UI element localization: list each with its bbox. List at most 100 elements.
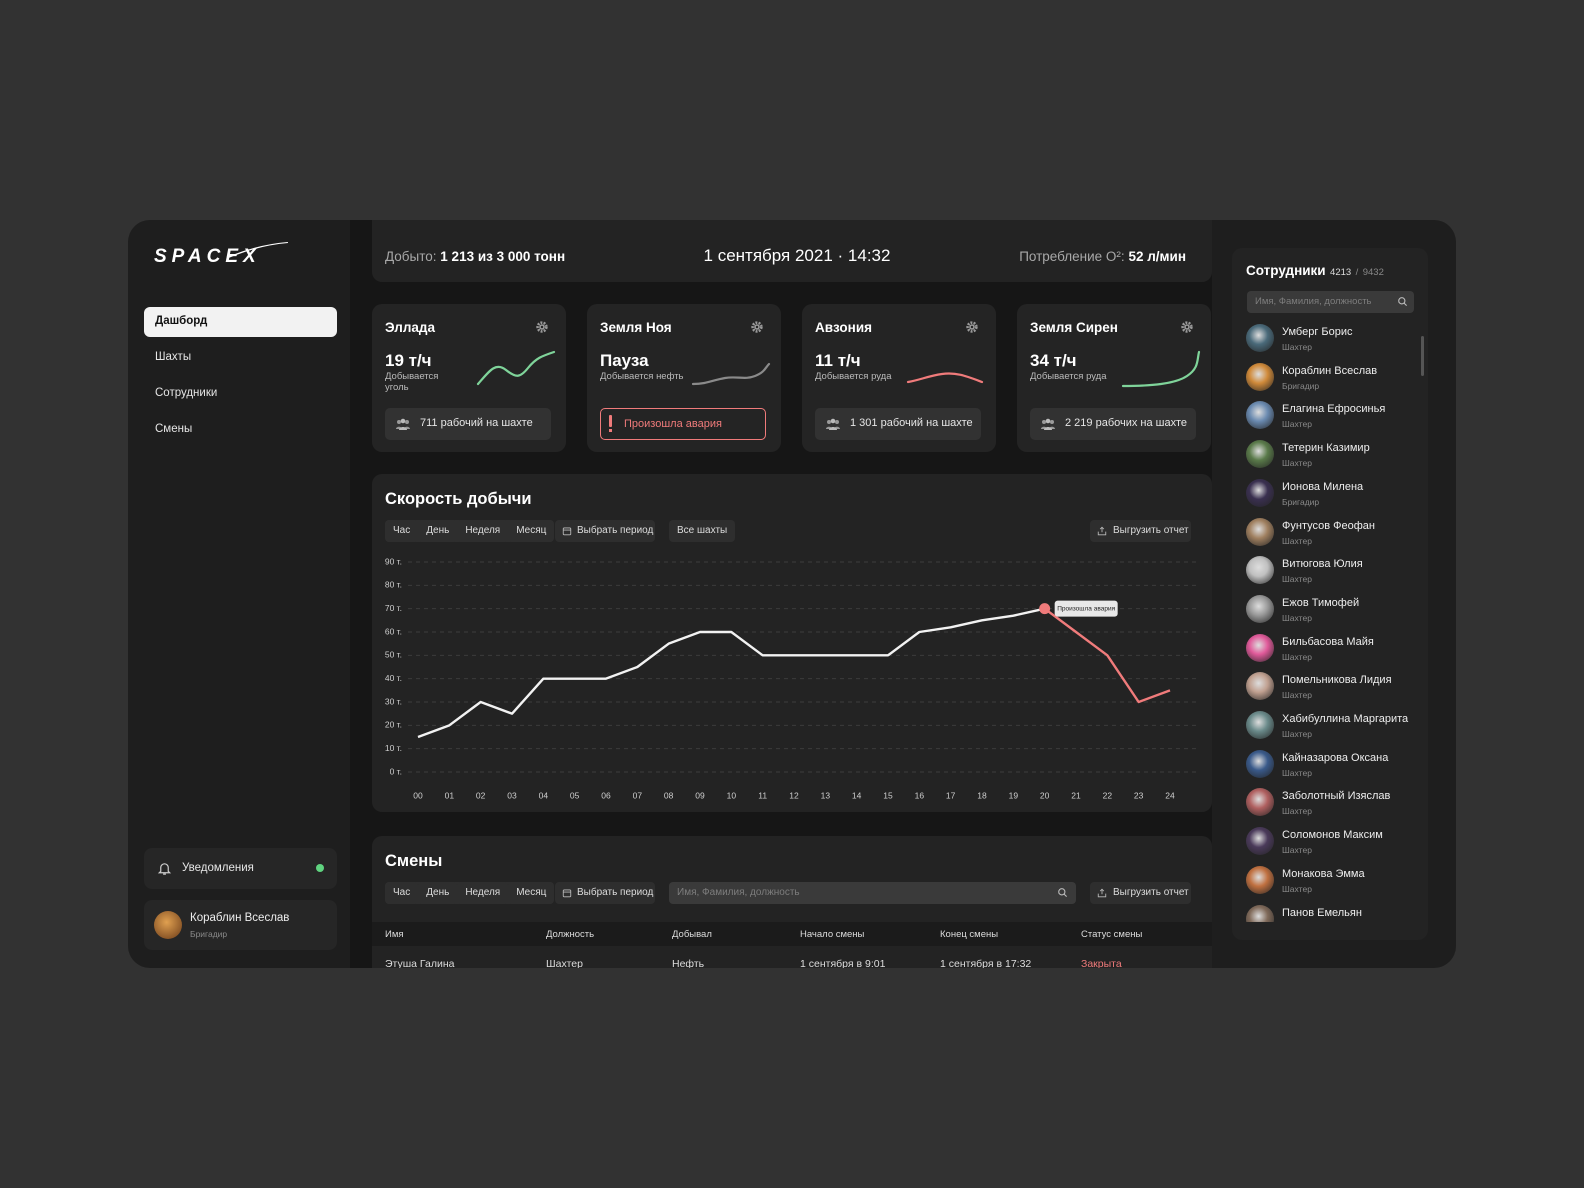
- employee-avatar: [1246, 633, 1274, 662]
- o2: Потребление O²: 52 л/мин: [1019, 249, 1186, 264]
- settings-icon[interactable]: [750, 320, 764, 334]
- y-tick-label: 10 т.: [385, 743, 402, 753]
- mine-name: Эллада: [385, 320, 436, 335]
- table-cell: Нефть: [672, 958, 705, 968]
- employee-row[interactable]: Соломонов Максим Шахтер: [1232, 825, 1417, 859]
- x-tick-label: 23: [1134, 790, 1144, 800]
- employee-avatar: [1246, 711, 1274, 739]
- mine-resource: Добывается руда: [815, 371, 892, 382]
- employee-row[interactable]: Панов ЕмельянШахтер: [1232, 903, 1417, 922]
- x-tick-label: 21: [1071, 790, 1081, 800]
- settings-icon[interactable]: [1180, 320, 1194, 334]
- period-button[interactable]: Месяц: [508, 520, 555, 542]
- x-tick-label: 24: [1165, 790, 1175, 800]
- people-icon: [396, 418, 410, 430]
- mined: Добыто: 1 213 из 3 000 тонн: [385, 249, 565, 264]
- mine-rate: 11 т/ч: [815, 351, 861, 370]
- employee-name: Ионова Милена: [1282, 480, 1364, 493]
- employee-name: Хабибуллина Маргарита: [1282, 713, 1409, 725]
- search-input[interactable]: Имя, Фамилия, должность: [669, 882, 1076, 904]
- x-tick-label: 16: [915, 790, 925, 800]
- user-role: Бригадир: [190, 929, 228, 939]
- all-mines-button[interactable]: Все шахты: [669, 520, 736, 542]
- nav-item[interactable]: Шахты: [144, 343, 337, 373]
- employee-row[interactable]: Ионова Милена Бригадир: [1232, 477, 1417, 511]
- employee-avatar: [1246, 478, 1274, 507]
- mine-resource: Добывается нефть: [600, 371, 684, 382]
- sparkline-path: [476, 350, 556, 386]
- period-button[interactable]: Неделя: [457, 520, 509, 542]
- settings-icon[interactable]: [965, 320, 979, 334]
- pick-period-button[interactable]: Выбрать период: [555, 882, 655, 904]
- period-button[interactable]: День: [418, 882, 458, 904]
- y-tick-label: 70 т.: [385, 603, 402, 613]
- period-switch: Час День Неделя Месяц: [385, 882, 555, 904]
- employee-row[interactable]: Бильбасова Майя Шахтер: [1232, 632, 1417, 666]
- period-button[interactable]: День: [418, 520, 458, 542]
- export-icon: [1097, 526, 1107, 536]
- x-tick-label: 22: [1103, 790, 1113, 800]
- employee-avatar: [1246, 672, 1274, 701]
- employee-row[interactable]: Елагина Ефросинья Шахтер: [1232, 399, 1417, 433]
- workers-box: 2 219 рабочих на шахте: [1030, 408, 1196, 440]
- employee-name: Кайназарова Оксана: [1282, 751, 1389, 764]
- x-tick-label: 13: [821, 790, 831, 800]
- employee-row[interactable]: Умберг Борис Шахтер: [1232, 322, 1417, 356]
- employee-row[interactable]: Витюгова Юлия Шахтер: [1232, 554, 1417, 588]
- y-tick-label: 60 т.: [385, 626, 402, 636]
- export-button[interactable]: Выгрузить отчет: [1090, 882, 1191, 904]
- employee-name: Бильбасова Майя: [1282, 635, 1374, 648]
- employee-row[interactable]: Заболотный Изяслав Шахтер: [1232, 786, 1417, 820]
- employee-row[interactable]: Тетерин Казимир Шахтер: [1232, 438, 1417, 472]
- employee-row[interactable]: Помельникова Лидия Шахтер: [1232, 670, 1417, 704]
- employee-name: Заболотный Изяслав: [1282, 790, 1391, 803]
- period-button[interactable]: Месяц: [508, 882, 555, 904]
- employee-name: Умберг Борис: [1282, 326, 1353, 338]
- sparkline: [476, 350, 556, 386]
- mine-card: Земля Сирен 34 т/ч Добывается руда 2 219 ра…: [1017, 304, 1211, 452]
- employees-total: 9432: [1362, 267, 1384, 278]
- search-icon: [1398, 297, 1408, 307]
- table-cell: Этуша Галина: [385, 958, 455, 968]
- header-bar: [372, 220, 1212, 282]
- employee-row[interactable]: Кораблин Всеслав Бригадир: [1232, 361, 1417, 395]
- dashboard: SPACEX Дашборд Шахты Сотрудники Смены Уведомл…: [128, 220, 1456, 968]
- sparkline-path: [906, 372, 984, 384]
- alert-box[interactable]: Произошла авария: [600, 408, 766, 440]
- user-avatar: [154, 911, 182, 939]
- employee-row[interactable]: Кайназарова Оксана Шахтер: [1232, 748, 1417, 782]
- nav-item[interactable]: Смены: [144, 415, 337, 445]
- employee-row[interactable]: Хабибуллина Маргарита Шахтер: [1232, 709, 1417, 743]
- y-tick-label: 50 т.: [385, 650, 402, 660]
- employee-row[interactable]: Фунтусов Феофан Шахтер: [1232, 516, 1417, 550]
- pick-period-button[interactable]: Выбрать период: [555, 520, 655, 542]
- y-tick-label: 0 т.: [390, 766, 402, 776]
- chart-card: Скорость добычи Час День Неделя Месяц Выбрать…: [372, 474, 1212, 812]
- employee-name: Фунтусов Феофан: [1282, 519, 1375, 532]
- sparkline-path: [1121, 350, 1201, 388]
- y-tick-label: 80 т.: [385, 580, 402, 590]
- employee-avatar: [1246, 556, 1274, 585]
- x-tick-label: 14: [852, 790, 862, 800]
- period-button[interactable]: Неделя: [457, 882, 509, 904]
- nav-item[interactable]: Дашборд: [144, 307, 337, 337]
- o2-value: 52 л/мин: [1128, 249, 1186, 264]
- notifications-label: Уведомления: [182, 862, 254, 874]
- period-button[interactable]: Час: [385, 520, 419, 542]
- logo: SPACEX: [154, 246, 261, 267]
- x-tick-label: 02: [476, 790, 486, 800]
- employees-search[interactable]: Имя, Фамилия, должность: [1247, 291, 1414, 313]
- column-header: Имя: [385, 929, 404, 940]
- user-card[interactable]: Кораблин Всеслав Бригадир: [144, 900, 337, 950]
- column-header: Должность: [546, 929, 595, 940]
- notifications[interactable]: Уведомления: [144, 848, 337, 889]
- employee-row[interactable]: Ежов Тимофей Шахтер: [1232, 593, 1417, 627]
- settings-icon[interactable]: [535, 320, 549, 334]
- export-button[interactable]: Выгрузить отчет: [1090, 520, 1191, 542]
- employee-role: Шахтер: [1282, 535, 1312, 546]
- nav-item[interactable]: Сотрудники: [144, 379, 337, 409]
- workers-box: 711 рабочий на шахте: [385, 408, 551, 440]
- employee-row[interactable]: Монакова Эмма Шахтер: [1232, 864, 1417, 898]
- period-button[interactable]: Час: [385, 882, 419, 904]
